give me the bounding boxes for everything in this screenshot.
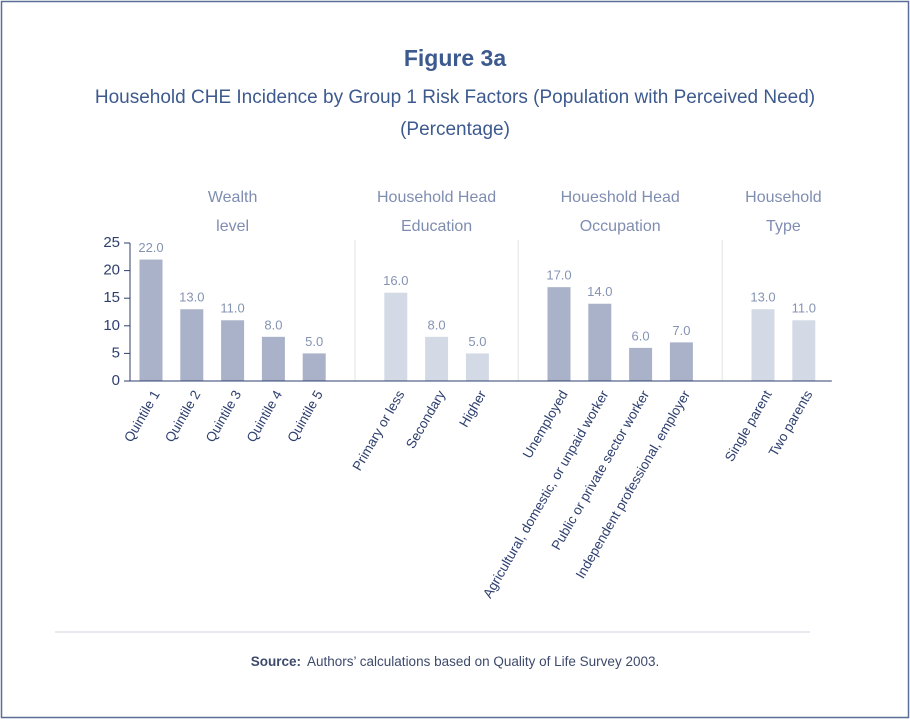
group-label: Wealth bbox=[208, 189, 258, 206]
bar bbox=[302, 353, 326, 381]
bar bbox=[465, 353, 489, 381]
value-label: 16.0 bbox=[383, 273, 408, 288]
bar bbox=[751, 309, 775, 381]
value-label: 8.0 bbox=[264, 317, 282, 332]
group-label: Houeshold Head bbox=[561, 189, 680, 206]
y-tick-label: 5 bbox=[112, 344, 120, 361]
group-label: level bbox=[216, 218, 249, 235]
group-label: Type bbox=[766, 218, 801, 235]
group-label: Occupation bbox=[580, 218, 661, 235]
y-tick-label: 0 bbox=[112, 372, 120, 389]
bar bbox=[669, 342, 693, 381]
bar bbox=[425, 336, 449, 381]
value-label: 11.0 bbox=[220, 301, 244, 316]
value-label: 5.0 bbox=[468, 334, 486, 349]
group-label: Household bbox=[745, 189, 822, 206]
y-tick-label: 25 bbox=[103, 234, 120, 251]
value-label: 8.0 bbox=[428, 317, 446, 332]
y-tick-label: 20 bbox=[103, 262, 120, 279]
bar bbox=[221, 320, 245, 381]
source-label: Source: bbox=[251, 654, 301, 669]
source-text: Authors’ calculations based on Quality o… bbox=[307, 654, 659, 669]
value-label: 7.0 bbox=[672, 323, 690, 338]
chart-subtitle: (Percentage) bbox=[400, 119, 510, 140]
value-label: 14.0 bbox=[587, 284, 612, 299]
chart-title: Figure 3a bbox=[404, 45, 506, 71]
bar bbox=[384, 292, 408, 381]
value-label: 6.0 bbox=[632, 328, 650, 343]
value-label: 11.0 bbox=[792, 301, 816, 316]
value-label: 22.0 bbox=[138, 240, 163, 255]
bar bbox=[792, 320, 816, 381]
bar bbox=[261, 336, 285, 381]
group-label: Household Head bbox=[377, 189, 496, 206]
source: Source: Authors’ calculations based on Qu… bbox=[251, 654, 659, 669]
value-label: 13.0 bbox=[750, 290, 775, 305]
value-label: 13.0 bbox=[179, 290, 204, 305]
y-tick-label: 15 bbox=[103, 289, 120, 306]
value-label: 5.0 bbox=[305, 334, 323, 349]
value-label: 17.0 bbox=[546, 268, 571, 283]
bar bbox=[180, 309, 204, 381]
bar bbox=[629, 347, 653, 381]
chart-subtitle: Household CHE Incidence by Group 1 Risk … bbox=[95, 87, 815, 108]
bar bbox=[547, 287, 571, 381]
group-label: Education bbox=[401, 218, 472, 235]
bar bbox=[139, 259, 163, 381]
y-tick-label: 10 bbox=[103, 317, 120, 334]
bar bbox=[588, 303, 612, 381]
